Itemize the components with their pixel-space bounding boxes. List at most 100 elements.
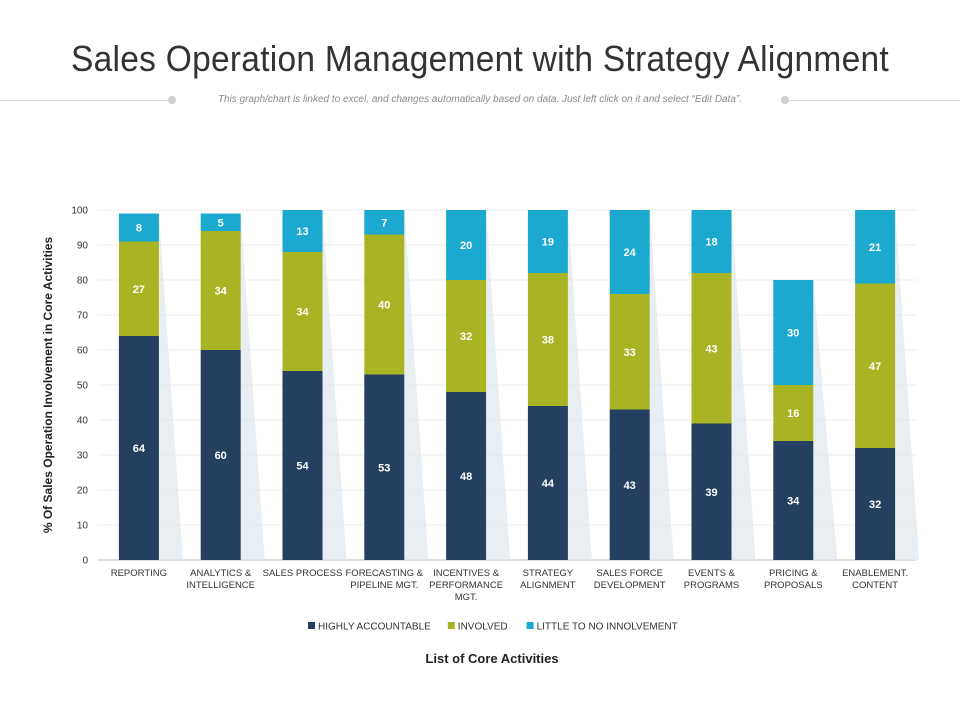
bar-shadow xyxy=(404,210,429,560)
y-tick-label: 20 xyxy=(77,486,89,497)
bar-segment-little xyxy=(691,210,732,273)
bar-segment-little xyxy=(609,210,650,294)
x-tick-label-line: INCENTIVES & xyxy=(433,568,500,579)
subtitle-dot-right xyxy=(781,96,789,104)
bar-segment-little xyxy=(527,210,568,273)
data-label: 33 xyxy=(624,347,636,359)
x-tick-label: SALES FORCE DEVELOPMENT xyxy=(594,568,666,591)
bar-shadow xyxy=(240,213,265,560)
bar-shadow xyxy=(649,210,674,560)
bar-segment-highly_accountable xyxy=(855,448,896,560)
page-title: Sales Operation Management with Strategy… xyxy=(71,38,889,79)
y-tick-label: 100 xyxy=(71,206,88,217)
x-tick-label-line: INTELLIGENCE xyxy=(186,580,255,591)
x-tick-label-line: MGT. xyxy=(455,592,478,603)
data-label: 20 xyxy=(460,240,472,252)
x-tick-label-line: PERFORMANCE xyxy=(429,580,503,591)
bar-segment-highly_accountable xyxy=(282,371,323,560)
legend-label-little: LITTLE TO NO INNOLVEMENT xyxy=(537,622,678,633)
legend-label-highly_accountable: HIGHLY ACCOUNTABLE xyxy=(318,622,431,633)
x-tick-label-line: DEVELOPMENT xyxy=(594,580,666,591)
data-label: 5 xyxy=(218,217,224,229)
data-label: 53 xyxy=(378,462,390,474)
data-label: 34 xyxy=(296,307,309,319)
y-tick-label: 80 xyxy=(77,276,89,287)
y-tick-label: 0 xyxy=(82,556,88,567)
y-tick-label: 10 xyxy=(77,521,89,532)
data-label: 48 xyxy=(460,471,472,483)
bar-shadow xyxy=(322,210,347,560)
data-label: 19 xyxy=(542,237,554,249)
bar-segment-involved xyxy=(364,234,405,375)
bar-segment-highly_accountable xyxy=(609,409,650,560)
subtitle-line-right xyxy=(788,100,960,101)
data-label: 24 xyxy=(624,247,637,259)
bar-segment-little xyxy=(773,280,814,385)
bar-segment-little xyxy=(446,210,487,280)
y-tick-label: 60 xyxy=(77,346,89,357)
bar-shadow xyxy=(813,280,838,560)
data-label: 32 xyxy=(460,331,472,343)
bar-segment-little xyxy=(118,213,159,242)
data-label: 60 xyxy=(215,450,227,462)
x-tick-label: SALES PROCESS xyxy=(263,568,343,579)
bar-segment-highly_accountable xyxy=(446,392,487,560)
data-label: 54 xyxy=(296,461,309,473)
x-tick-label-line: ANALYTICS & xyxy=(190,568,252,579)
bar-segment-involved xyxy=(118,241,159,336)
x-tick-label-line: PRICING & xyxy=(769,568,818,579)
bar-shadow xyxy=(158,213,183,560)
legend-swatch-involved xyxy=(447,622,455,629)
x-tick-label: FORECASTING & PIPELINE MGT. xyxy=(346,568,424,591)
x-tick-label-line: SALES FORCE xyxy=(596,568,663,579)
data-label: 40 xyxy=(378,300,390,312)
data-label: 34 xyxy=(787,496,800,508)
bar-segment-involved xyxy=(773,385,814,441)
bar-shadow xyxy=(731,210,756,560)
x-tick-label: INCENTIVES & PERFORMANCE MGT. xyxy=(429,568,503,603)
bar-segment-involved xyxy=(282,252,323,371)
x-tick-label: REPORTING xyxy=(111,568,167,579)
legend-label-involved: INVOLVED xyxy=(458,622,508,633)
y-tick-label: 30 xyxy=(77,451,89,462)
legend-swatch-highly_accountable xyxy=(308,622,315,629)
bar-shadow xyxy=(895,210,920,560)
bar-segment-little xyxy=(200,213,241,231)
bar-segment-involved xyxy=(200,231,241,350)
data-label: 7 xyxy=(381,217,387,229)
bar-segment-involved xyxy=(855,283,896,448)
data-label: 47 xyxy=(869,361,881,373)
bar-segment-involved xyxy=(446,280,487,392)
x-tick-label-line: PROPOSALS xyxy=(764,580,823,591)
x-tick-label: EVENTS & PROGRAMS xyxy=(684,568,739,591)
x-tick-label-line: FORECASTING & xyxy=(346,568,424,579)
x-tick-label: STRATEGY ALIGNMENT xyxy=(520,568,576,591)
x-tick-label-line: STRATEGY xyxy=(523,568,574,579)
data-label: 44 xyxy=(542,478,555,490)
data-label: 64 xyxy=(133,443,146,455)
x-tick-label-line: PIPELINE MGT. xyxy=(350,580,418,591)
x-tick-label-line: ALIGNMENT xyxy=(520,580,576,591)
bar-segment-little xyxy=(855,210,896,284)
data-label: 21 xyxy=(869,242,881,254)
data-label: 16 xyxy=(787,408,799,420)
legend-swatch-little xyxy=(526,622,534,629)
subtitle-line-left xyxy=(0,100,172,101)
bar-segment-highly_accountable xyxy=(691,423,732,560)
data-label: 39 xyxy=(705,487,717,499)
data-label: 8 xyxy=(136,223,142,235)
bar-segment-involved xyxy=(691,273,732,424)
x-tick-label: PRICING & PROPOSALS xyxy=(764,568,823,591)
data-label: 27 xyxy=(133,284,145,296)
x-tick-label-line: SALES PROCESS xyxy=(263,568,343,579)
data-label: 43 xyxy=(624,480,636,492)
bar-segment-highly_accountable xyxy=(527,406,568,560)
x-tick-label: ENABLEMENT. CONTENT xyxy=(842,568,908,591)
y-tick-label: 50 xyxy=(77,381,89,392)
y-tick-label: 70 xyxy=(77,311,89,322)
data-label: 30 xyxy=(787,328,799,340)
x-tick-label-line: REPORTING xyxy=(111,568,167,579)
x-tick-label-line: PROGRAMS xyxy=(684,580,739,591)
x-tick-label-line: ENABLEMENT. xyxy=(842,568,908,579)
